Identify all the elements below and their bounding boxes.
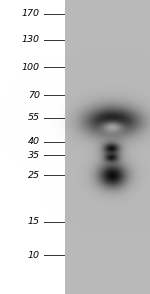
Text: 70: 70	[28, 91, 40, 99]
Text: 100: 100	[22, 63, 40, 71]
Text: 10: 10	[28, 250, 40, 260]
Text: 130: 130	[22, 36, 40, 44]
Text: 25: 25	[28, 171, 40, 180]
Text: 35: 35	[28, 151, 40, 160]
Text: 15: 15	[28, 218, 40, 226]
Text: 40: 40	[28, 138, 40, 146]
Text: 55: 55	[28, 113, 40, 123]
Text: 170: 170	[22, 9, 40, 19]
